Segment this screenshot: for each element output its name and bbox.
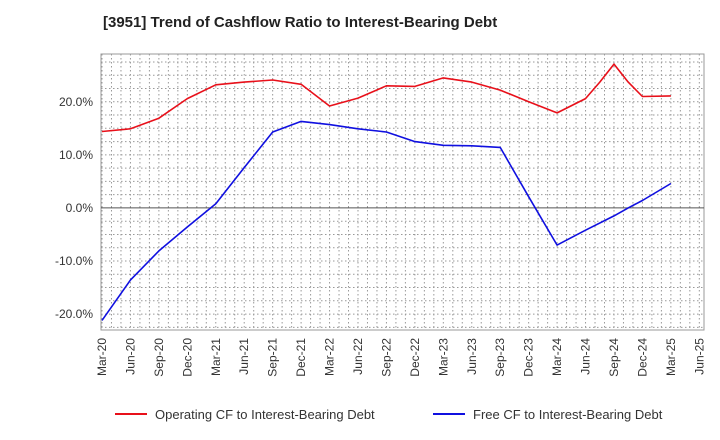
y-tick-label: 20.0%: [59, 95, 93, 109]
y-tick-label: -10.0%: [55, 254, 93, 268]
x-tick-label: Mar-20: [95, 338, 109, 376]
x-tick-label: Sep-20: [152, 338, 166, 377]
chart-title: [3951] Trend of Cashflow Ratio to Intere…: [103, 14, 498, 31]
plot-area: [100, 53, 705, 331]
legend-label-1: Operating CF to Interest-Bearing Debt: [155, 407, 375, 422]
x-tick-label: Jun-20: [123, 338, 137, 375]
x-tick-label: Mar-23: [436, 338, 450, 376]
x-tick-label: Sep-22: [379, 338, 393, 377]
x-tick-label: Dec-20: [180, 338, 194, 377]
x-tick-label: Jun-25: [692, 338, 706, 375]
x-tick-label: Mar-22: [323, 338, 337, 376]
y-tick-label: -20.0%: [55, 307, 93, 321]
series: [101, 63, 672, 321]
x-tick-label: Jun-21: [237, 338, 251, 375]
x-tick-label: Mar-25: [664, 338, 678, 376]
grid: [101, 54, 704, 330]
y-tick-label: 10.0%: [59, 148, 93, 162]
x-tick-label: Jun-22: [351, 338, 365, 375]
x-tick-label: Dec-23: [522, 338, 536, 377]
series-line-1: [101, 63, 671, 133]
legend: Operating CF to Interest-Bearing Debt Fre…: [115, 407, 663, 422]
x-tick-label: Mar-21: [209, 338, 223, 376]
x-tick-label: Sep-24: [607, 338, 621, 377]
x-tick-label: Sep-23: [493, 338, 507, 377]
x-tick-label: Sep-21: [266, 338, 280, 377]
x-tick-label: Dec-21: [294, 338, 308, 377]
axes: -20.0% -10.0% 0.0% 10.0% 20.0% Mar-20 Jun-20 Se…: [55, 95, 706, 377]
y-tick-label: 0.0%: [66, 201, 94, 215]
x-tick-label: Jun-23: [465, 338, 479, 375]
legend-label-2: Free CF to Interest-Bearing Debt: [473, 407, 663, 422]
x-tick-label: Dec-24: [635, 338, 649, 377]
series-line-2: [101, 120, 672, 321]
x-tick-label: Mar-24: [550, 338, 564, 376]
x-tick-label: Jun-24: [579, 338, 593, 375]
x-tick-label: Dec-22: [408, 338, 422, 377]
